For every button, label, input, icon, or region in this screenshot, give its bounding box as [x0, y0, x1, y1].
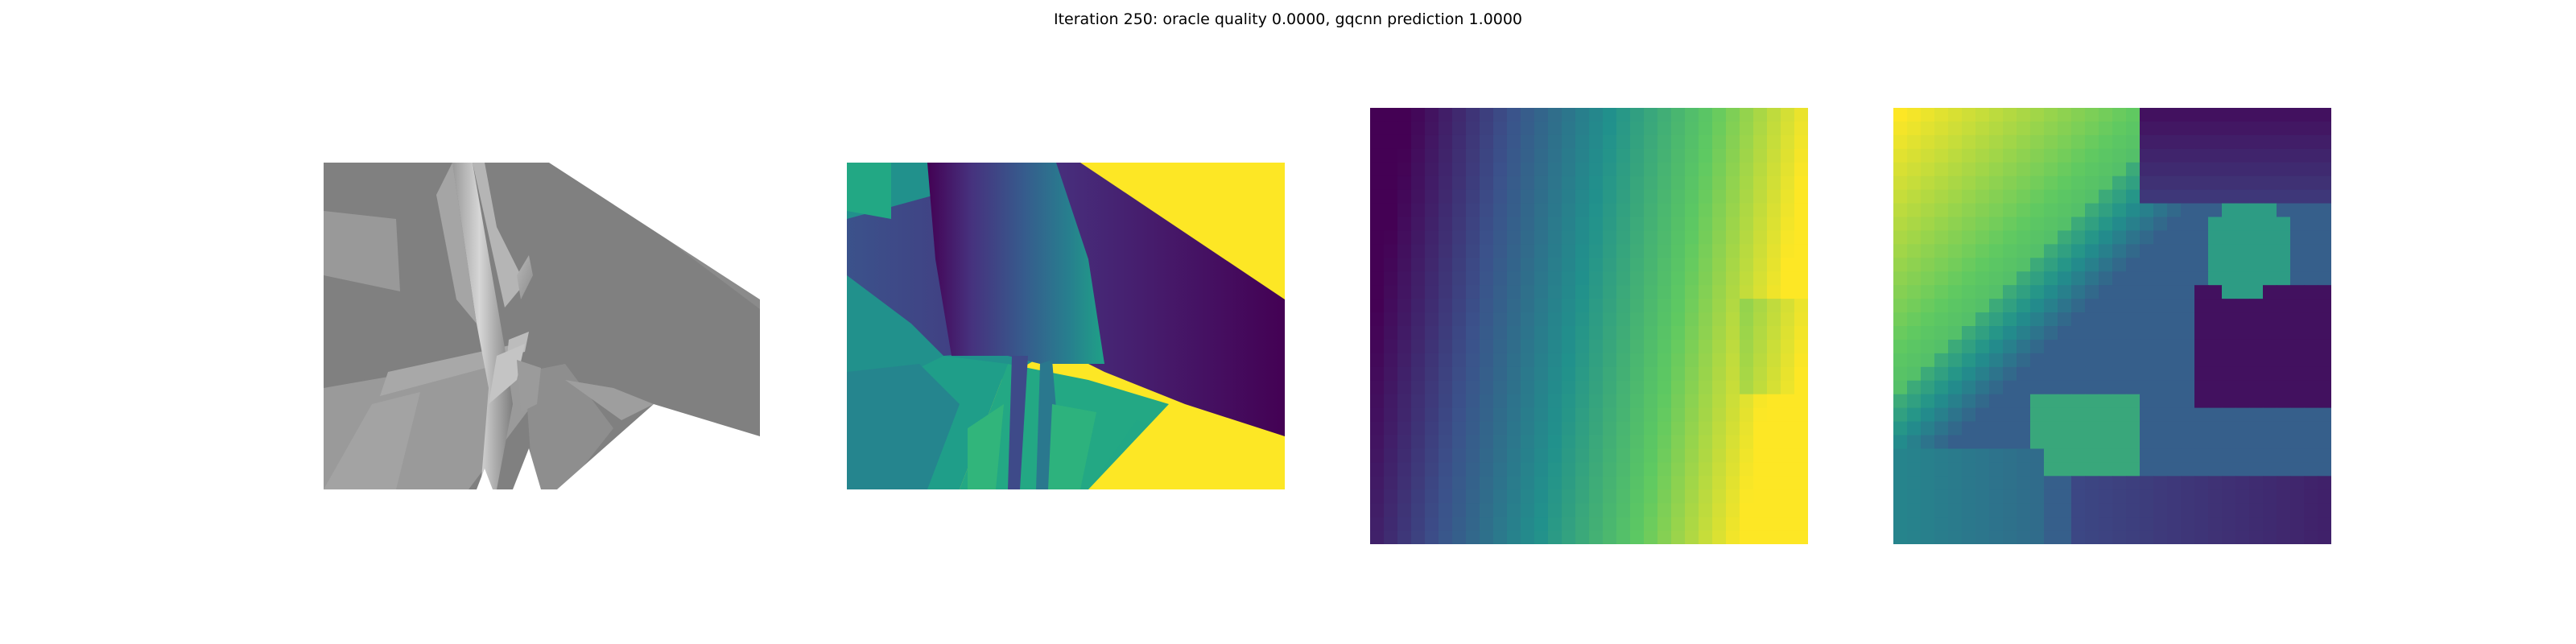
depth-crop-left-gradient	[1370, 108, 1808, 544]
figure-title: Iteration 250: oracle quality 0.0000, gq…	[1053, 10, 1522, 28]
depth-crop-object-edge	[1893, 108, 2331, 544]
rendered-object-image	[324, 163, 760, 489]
depth-image	[847, 163, 1285, 489]
